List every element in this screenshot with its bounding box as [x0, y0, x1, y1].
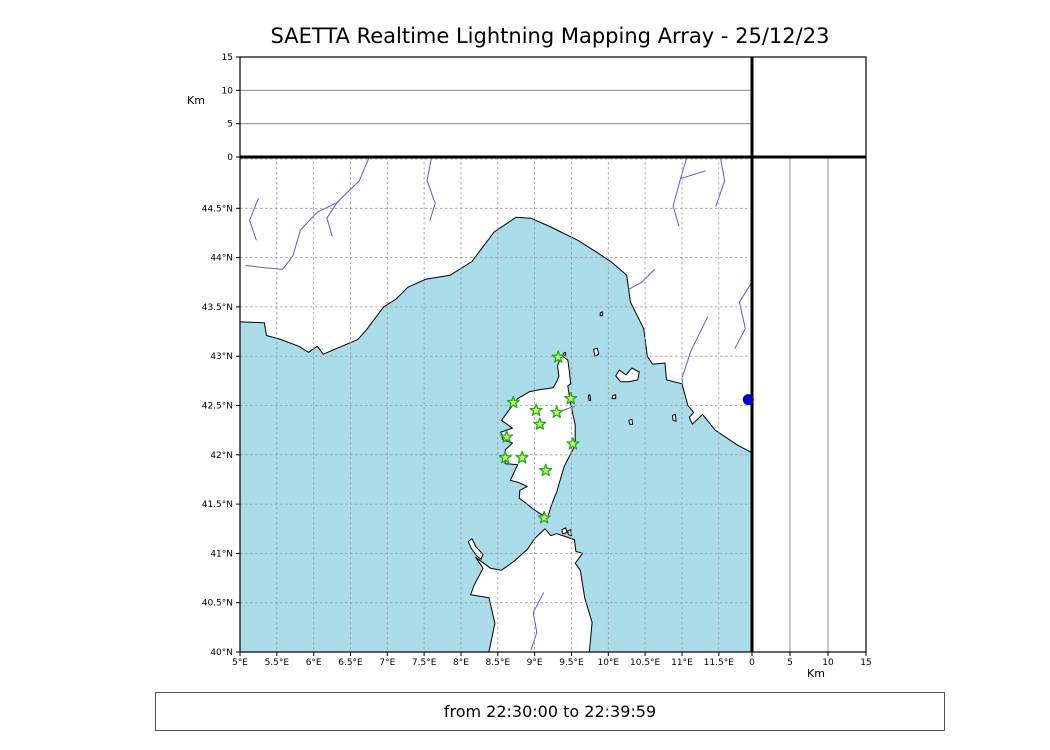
panel-frame	[751, 156, 867, 653]
altitude-latitude-panel	[789, 157, 829, 652]
landmass-coastline	[470, 528, 593, 652]
longitude-tick-label: 9°E	[527, 658, 543, 668]
lma-station-marker	[529, 403, 543, 417]
lma-station-marker	[564, 391, 578, 405]
lma-station-marker	[515, 450, 529, 464]
lma-station-marker	[533, 417, 547, 430]
altitude-tick-label-left: 0	[227, 153, 233, 163]
longitude-tick-label: 6°E	[306, 658, 322, 668]
latitude-tick-label: 44.5°N	[202, 204, 233, 214]
landmass-coastline	[562, 351, 567, 356]
landmass-coastline	[500, 354, 576, 518]
river-line	[530, 592, 544, 651]
landmass-coastline	[561, 527, 568, 535]
panel-frame	[751, 56, 867, 158]
longitude-tick-label: 8°E	[453, 658, 469, 668]
lma-station-marker	[506, 395, 520, 409]
landmass-coastline	[567, 529, 572, 537]
latitude-tick-label: 43°N	[210, 352, 233, 362]
river-line	[680, 170, 706, 180]
altitude-tick-label-left: 5	[227, 120, 233, 130]
longitude-tick-label: 6.5°E	[338, 658, 363, 668]
latitude-tick-label: 43.5°N	[202, 303, 233, 313]
lightning-sources-layer	[742, 394, 754, 406]
latitude-tick-label: 40°N	[210, 648, 233, 658]
altitude-tick-label-bottom: 15	[860, 658, 871, 668]
latitude-tick-label: 41°N	[210, 549, 233, 559]
landmass-coastline	[240, 157, 752, 454]
river-line	[326, 201, 338, 237]
landmass-coastline	[599, 311, 603, 317]
lma-station-marker	[537, 511, 551, 524]
landmass-coastline	[615, 367, 640, 383]
landmass-coastline	[593, 347, 600, 357]
lma-station-marker	[550, 405, 564, 419]
lightning-source-dot	[742, 394, 754, 406]
river-line	[628, 268, 656, 290]
longitude-tick-label: 10.5°E	[630, 658, 661, 668]
panel-borders	[239, 56, 867, 653]
altitude-tick-label-left: 10	[222, 86, 234, 96]
landmass-coastline	[611, 394, 617, 400]
lma-station-marker	[539, 463, 553, 477]
longitude-tick-label: 10°E	[597, 658, 619, 668]
altitude-tick-label-bottom: 5	[787, 658, 793, 668]
longitude-tick-label: 5.5°E	[265, 658, 290, 668]
altitude-axis-label-bottom: Km	[807, 667, 825, 680]
longitude-tick-label: 11°E	[671, 658, 693, 668]
landmass-coastline	[467, 538, 484, 560]
river-line	[681, 316, 709, 385]
latitude-tick-label: 44°N	[210, 254, 233, 264]
river-line	[426, 157, 436, 221]
altitude-tick-label-left: 15	[222, 53, 233, 63]
lma-station-marker	[566, 437, 580, 450]
longitude-tick-label: 11.5°E	[704, 658, 735, 668]
longitude-tick-label: 8.5°E	[486, 658, 511, 668]
river-line	[734, 281, 752, 349]
river-line	[672, 157, 688, 227]
lma-station-marker	[500, 430, 514, 443]
latitude-tick-label: 40.5°N	[202, 599, 233, 609]
latitude-tick-label: 42.5°N	[202, 402, 233, 412]
altitude-longitude-panel	[240, 89, 752, 125]
longitude-tick-label: 5°E	[232, 658, 248, 668]
time-range-box: from 22:30:00 to 22:39:59	[155, 692, 945, 731]
lma-station-marker	[551, 350, 565, 363]
landmass-coastline	[671, 413, 677, 422]
latitude-tick-label: 41.5°N	[202, 500, 233, 510]
longitude-tick-label: 7°E	[379, 658, 395, 668]
longitude-tick-label: 7.5°E	[412, 658, 437, 668]
altitude-axis-label-left: Km	[187, 94, 205, 107]
panel-frame	[239, 56, 753, 158]
map-panel	[240, 157, 752, 652]
landmass-coastline	[628, 418, 634, 425]
river-line	[249, 197, 259, 241]
river-line	[245, 157, 370, 270]
altitude-tick-label-bottom: 10	[822, 658, 834, 668]
time-range-text: from 22:30:00 to 22:39:59	[443, 702, 657, 721]
altitude-tick-label-bottom: 0	[749, 658, 755, 668]
landmass-coastline	[587, 394, 592, 402]
page-title: SAETTA Realtime Lightning Mapping Array …	[270, 24, 830, 48]
latitude-tick-label: 42°N	[210, 451, 233, 461]
longitude-tick-label: 9.5°E	[559, 658, 584, 668]
lma-station-marker	[498, 450, 512, 464]
axis-tick-labels: 44.5°N 44°N 43.5°N 43°N 42.5°N 42°N 41.5°N 41°N…	[202, 53, 872, 668]
